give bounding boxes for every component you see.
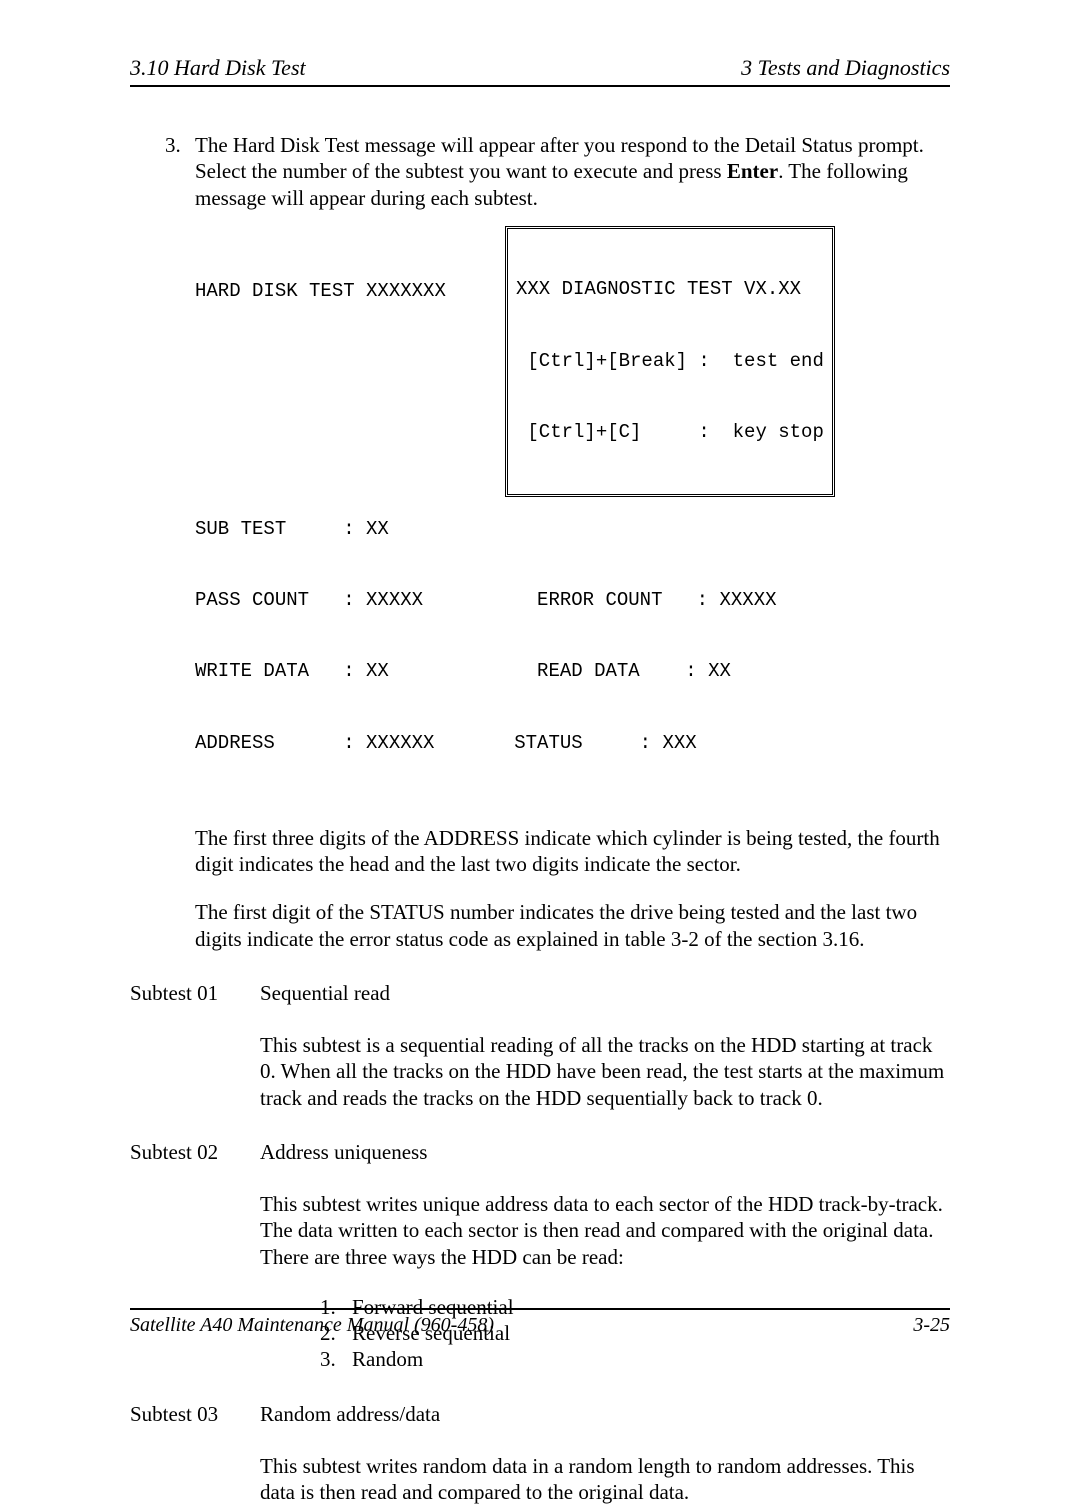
intro-enter: Enter (727, 159, 778, 183)
diagnostic-box: XXX DIAGNOSTIC TEST VX.XX [Ctrl]+[Break]… (505, 226, 835, 497)
diag-line-3: [Ctrl]+[C] : key stop (516, 421, 824, 445)
subtest-03: Subtest 03 Random address/data This subt… (130, 1401, 950, 1505)
subtest-03-title: Random address/data (260, 1401, 950, 1427)
page-footer: Satellite A40 Maintenance Manual (960-45… (130, 1308, 950, 1337)
page-header: 3.10 Hard Disk Test 3 Tests and Diagnost… (130, 55, 950, 87)
subtest-01: Subtest 01 Sequential read This subtest … (130, 980, 950, 1111)
footer-right: 3-25 (913, 1314, 950, 1337)
header-left: 3.10 Hard Disk Test (130, 55, 306, 81)
subtest-01-label: Subtest 01 (130, 980, 260, 1111)
subtest-02: Subtest 02 Address uniqueness This subte… (130, 1139, 950, 1373)
page: 3.10 Hard Disk Test 3 Tests and Diagnost… (0, 0, 1080, 1397)
content-area: 3.10 Hard Disk Test 3 Tests and Diagnost… (130, 55, 950, 1302)
header-right: 3 Tests and Diagnostics (741, 55, 950, 81)
subtest-02-label: Subtest 02 (130, 1139, 260, 1373)
subtest-03-label: Subtest 03 (130, 1401, 260, 1505)
diag-line-2: [Ctrl]+[Break] : test end (516, 350, 824, 374)
sub-test-line: SUB TEST : XX (195, 518, 950, 542)
subtest-01-title: Sequential read (260, 980, 950, 1006)
subtest-02-desc: This subtest writes unique address data … (260, 1191, 950, 1270)
footer-left: Satellite A40 Maintenance Manual (960-45… (130, 1314, 494, 1337)
intro-number: 3. (165, 132, 195, 211)
subtest-02-body: Address uniqueness This subtest writes u… (260, 1139, 950, 1373)
intro-text: The Hard Disk Test message will appear a… (195, 132, 950, 211)
test-display-block: HARD DISK TEST XXXXXXX XXX DIAGNOSTIC TE… (195, 233, 950, 803)
body: 3. The Hard Disk Test message will appea… (130, 132, 950, 1505)
diag-line-1: XXX DIAGNOSTIC TEST VX.XX (516, 278, 824, 302)
s02-t3: Random (352, 1346, 423, 1372)
intro-list-item: 3. The Hard Disk Test message will appea… (165, 132, 950, 211)
subtest-02-title: Address uniqueness (260, 1139, 950, 1165)
pass-error-line: PASS COUNT : XXXXX ERROR COUNT : XXXXX (195, 589, 950, 613)
para-address: The first three digits of the ADDRESS in… (195, 825, 950, 878)
s02-n3: 3. (320, 1346, 352, 1372)
footer-area: Satellite A40 Maintenance Manual (960-45… (130, 1308, 950, 1337)
para-status: The first digit of the STATUS number ind… (195, 899, 950, 952)
write-read-line: WRITE DATA : XX READ DATA : XX (195, 660, 950, 684)
subtest-03-desc: This subtest writes random data in a ran… (260, 1453, 950, 1505)
subtest-03-body: Random address/data This subtest writes … (260, 1401, 950, 1505)
addr-status-line: ADDRESS : XXXXXX STATUS : XXX (195, 732, 950, 756)
subtest-01-desc: This subtest is a sequential reading of … (260, 1032, 950, 1111)
subtest-01-body: Sequential read This subtest is a sequen… (260, 980, 950, 1111)
s02-item-3: 3. Random (320, 1346, 950, 1372)
